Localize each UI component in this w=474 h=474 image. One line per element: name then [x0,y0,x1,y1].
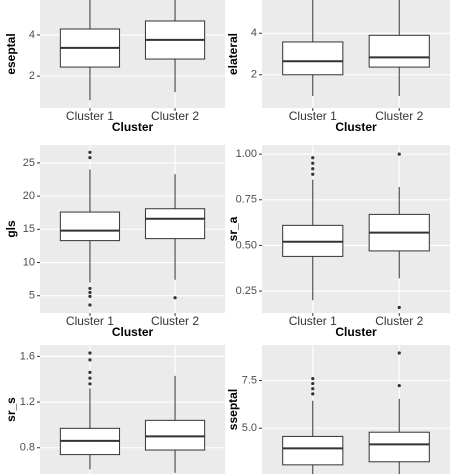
outlier [88,358,92,362]
outlier [88,290,92,295]
x-axis-title: Cluster [335,120,377,134]
box [144,419,206,451]
box [368,34,430,68]
x-axis-title: Cluster [112,120,154,134]
outlier [88,156,92,160]
y-axis-title: gls [4,220,18,238]
box [282,435,344,466]
outlier [88,370,92,374]
outlier [88,294,92,298]
box [282,41,344,76]
x-tick-label: Cluster 1 [289,314,337,328]
y-tick-label: 25 [23,157,35,169]
outlier [397,351,401,355]
x-axis-title: Cluster [112,325,154,339]
y-tick-label: 0.50 [236,239,257,251]
outlier [311,167,315,171]
plot-area [40,0,225,108]
outlier [311,381,315,386]
y-tick-label: 1.6 [20,350,35,362]
box [59,211,121,242]
panel: 0.8 1.2 1.6 sr_s [4,345,225,474]
y-tick-label: 0.75 [236,194,257,206]
x-tick-label: Cluster 2 [375,314,423,328]
y-tick-label: 1.00 [236,148,257,160]
outlier [88,303,92,307]
y-axis-title: sseptal [226,389,240,430]
outlier [397,152,401,156]
outlier [311,161,315,165]
y-tick-label: 0.25 [236,285,257,297]
x-tick-label: Cluster 1 [66,314,114,328]
x-tick-label: Cluster 2 [151,109,199,123]
y-tick-label: 15 [23,223,35,235]
y-tick-label: 2 [29,70,35,82]
x-tick-label: Cluster 1 [289,109,337,123]
y-tick-label: 1.2 [20,396,35,408]
outlier [311,392,315,396]
box [144,208,206,240]
x-tick-label: Cluster 2 [151,314,199,328]
x-axis-title: Cluster [335,325,377,339]
y-tick-label: 4 [29,29,35,41]
box [368,431,430,463]
outlier [88,351,92,355]
plot-area [40,345,225,474]
y-tick-label: 5 [29,290,35,302]
y-tick-label: 0.8 [20,442,35,454]
outlier [88,382,92,386]
y-axis-title: eseptal [4,33,18,74]
outlier [173,296,177,300]
plot-area [262,0,450,108]
outlier [88,286,92,291]
outlier [311,172,315,176]
outlier [311,376,315,381]
y-tick-label: 7.5 [242,374,257,386]
y-tick-label: 4 [251,27,257,39]
x-tick-label: Cluster 2 [375,109,423,123]
plot-area [262,345,450,474]
outlier [88,376,92,380]
outlier [311,156,315,160]
y-axis-title: sr_s [4,397,18,422]
y-tick-label: 2 [251,69,257,81]
outlier [311,387,315,391]
panel: 0.25 0.50 0.75 1.00 Cluster 1 Cluster 2Cluste… [226,145,450,339]
outlier [397,305,401,310]
y-tick-label: 5.0 [242,422,257,434]
y-axis-title: sr_a [226,216,240,241]
outlier [88,150,92,154]
y-tick-label: 20 [23,190,35,202]
x-tick-label: Cluster 1 [66,109,114,123]
y-axis-title: elateral [226,33,240,75]
plot-area [40,145,225,313]
outlier [397,384,401,388]
plot-area [262,145,450,313]
y-tick-label: 10 [23,256,35,268]
